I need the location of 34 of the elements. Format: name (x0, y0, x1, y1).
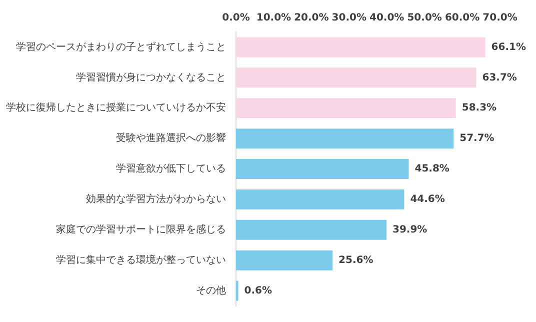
y-tick-label: 受験や進路選択への影響 (116, 132, 226, 144)
data-label: 0.6% (244, 285, 272, 296)
y-tick-label: 効果的な学習方法がわからない (86, 193, 226, 206)
data-label: 66.1% (491, 42, 526, 53)
bar (236, 98, 456, 118)
data-label: 25.6% (338, 254, 374, 266)
x-tick-label: 40.0% (370, 12, 404, 24)
y-tick-label: 学校に復帰したときに授業についていけるか不安 (6, 102, 226, 114)
data-label: 39.9% (392, 224, 428, 236)
x-tick-label: 50.0% (407, 12, 442, 24)
bar (236, 250, 333, 270)
y-tick-label: 学習意欲が低下している (116, 162, 226, 175)
data-label: 58.3% (462, 102, 497, 114)
y-tick-label: 学習に集中できる環境が整っていない (56, 254, 226, 266)
bar (236, 159, 409, 179)
x-tick-label: 30.0% (332, 12, 366, 24)
data-label: 57.7% (460, 133, 494, 144)
data-label: 45.8% (414, 164, 450, 175)
data-label: 44.6% (410, 194, 445, 206)
y-tick-label: 学習習慣が身につかなくなること (76, 71, 226, 84)
bar (236, 220, 386, 240)
x-tick-label: 0.0% (222, 12, 250, 24)
data-label: 63.7% (482, 72, 517, 84)
x-tick-label: 60.0% (444, 12, 480, 24)
bar (236, 189, 404, 210)
x-tick-label: 20.0% (294, 12, 329, 24)
bar (236, 37, 486, 58)
x-tick-label: 10.0% (256, 12, 292, 24)
y-tick-label: 学習のペースがまわりの子とずれてしまうこと (16, 40, 226, 53)
y-tick-label: その他 (196, 284, 226, 296)
y-tick-label: 家庭での学習サポートに限界を感じる (56, 223, 226, 236)
bar (236, 128, 454, 149)
x-tick-label: 70.0% (482, 12, 518, 24)
bar (236, 68, 476, 88)
